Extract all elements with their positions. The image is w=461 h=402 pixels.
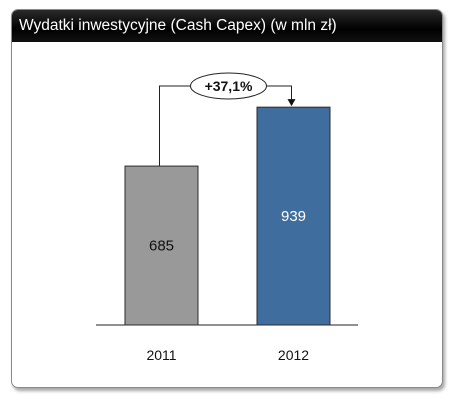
value-label-2012: 939 xyxy=(281,208,306,225)
chart-title: Wydatki inwestycyjne (Cash Capex) (w mln… xyxy=(12,10,442,42)
value-label-2011: 685 xyxy=(149,238,174,255)
category-label-2012: 2012 xyxy=(278,347,309,363)
growth-arrow-icon xyxy=(287,99,296,107)
bar-2012 xyxy=(256,106,331,326)
category-label-2011: 2011 xyxy=(146,347,176,363)
growth-badge xyxy=(190,72,267,100)
growth-label: +37,1% xyxy=(205,78,253,94)
bar-2011 xyxy=(124,165,199,326)
